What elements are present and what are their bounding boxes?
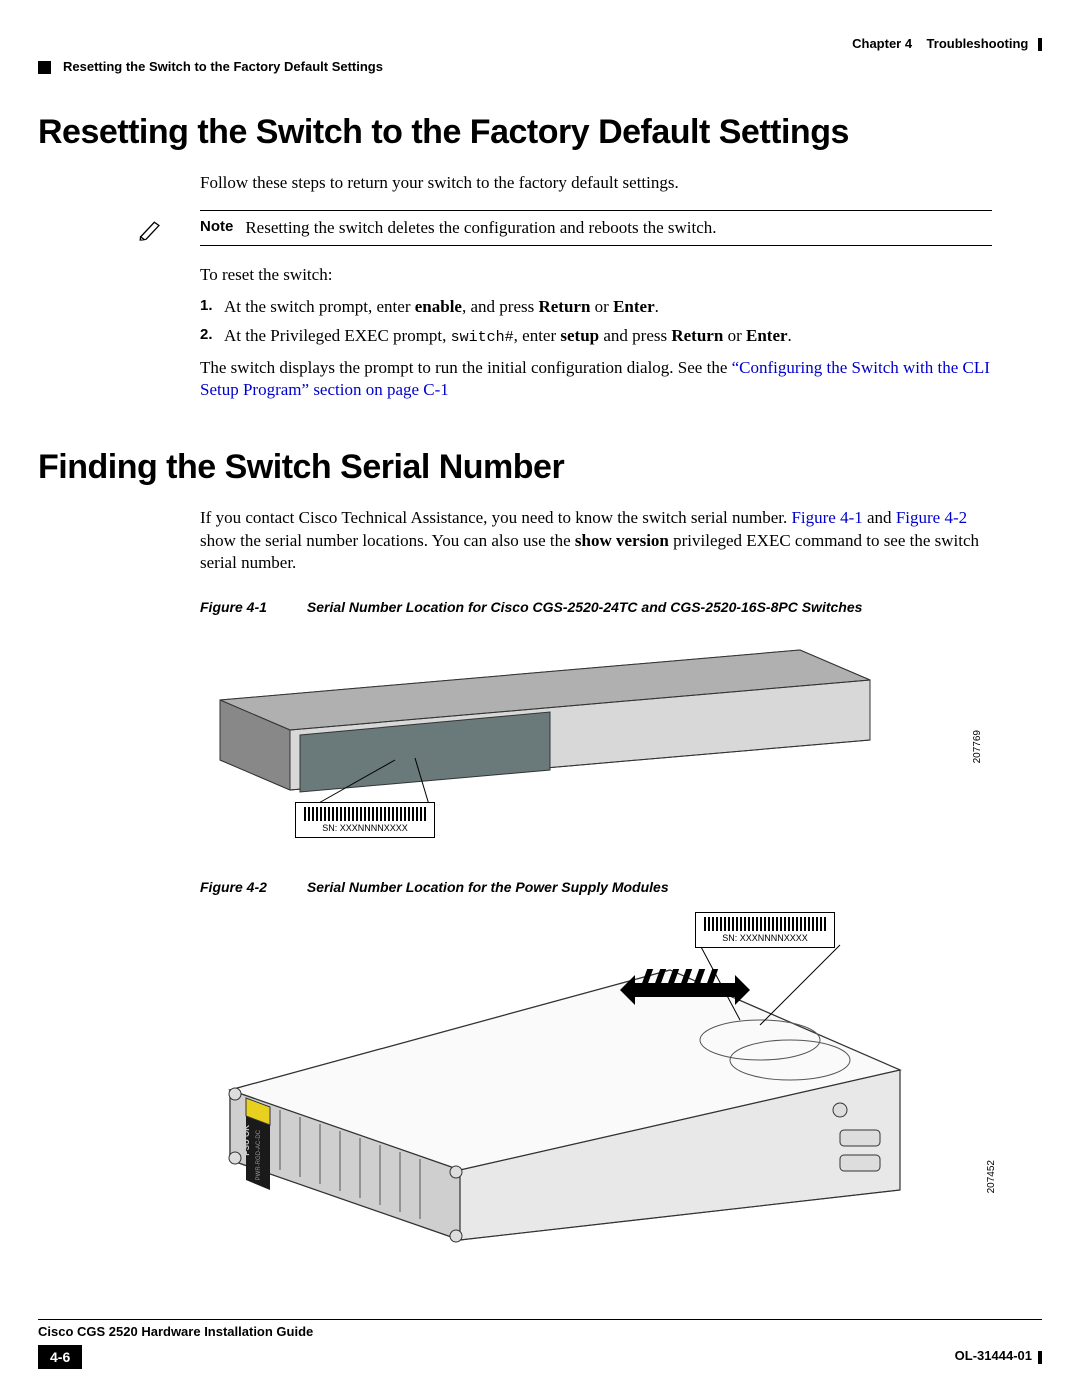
header-chapter: Chapter 4 Troubleshooting	[38, 36, 1042, 53]
after-steps: The switch displays the prompt to run th…	[200, 357, 992, 401]
serial-number-label-1: SN: XXXNNNNXXXX	[295, 802, 435, 838]
barcode-icon	[304, 807, 426, 821]
heading-reset: Resetting the Switch to the Factory Defa…	[38, 110, 992, 154]
section-name: Resetting the Switch to the Factory Defa…	[63, 59, 383, 74]
figure-4-2-image: SN: XXXNNNNXXXX PSU OK PWR-RGD-AC-DC 207…	[200, 910, 992, 1256]
note-text: Resetting the switch deletes the configu…	[245, 217, 716, 239]
figure-number-2: 207452	[985, 1160, 998, 1193]
footer-guide-title: Cisco CGS 2520 Hardware Installation Gui…	[38, 1324, 1042, 1341]
figure-title: Serial Number Location for Cisco CGS-252…	[307, 599, 863, 615]
serial-intro: If you contact Cisco Technical Assistanc…	[200, 507, 992, 573]
reset-steps: At the switch prompt, enter enable, and …	[224, 296, 992, 347]
figure-title: Serial Number Location for the Power Sup…	[307, 879, 669, 895]
figure-4-1-caption: Figure 4-1 Serial Number Location for Cis…	[200, 596, 992, 618]
note-pencil-icon	[136, 216, 167, 249]
document-id: OL-31444-01	[955, 1348, 1042, 1365]
note-block: Note Resetting the switch deletes the co…	[138, 210, 992, 246]
figure-label: Figure 4-2	[200, 879, 267, 895]
page-number: 4-6	[38, 1345, 82, 1369]
link-figure-4-1[interactable]: Figure 4-1	[791, 508, 862, 527]
serial-number-label-2: SN: XXXNNNNXXXX	[695, 912, 835, 948]
page-footer: Cisco CGS 2520 Hardware Installation Gui…	[38, 1319, 1042, 1369]
figure-label: Figure 4-1	[200, 599, 267, 615]
step-2: At the Privileged EXEC prompt, switch#, …	[224, 325, 992, 348]
link-figure-4-2[interactable]: Figure 4-2	[896, 508, 967, 527]
step-1: At the switch prompt, enter enable, and …	[224, 296, 992, 318]
note-label: Note	[200, 217, 233, 239]
page-header: Chapter 4 Troubleshooting Resetting the …	[38, 36, 1042, 76]
reset-lead: To reset the switch:	[200, 264, 992, 286]
heading-serial: Finding the Switch Serial Number	[38, 445, 992, 489]
intro-text: Follow these steps to return your switch…	[200, 172, 992, 194]
header-section: Resetting the Switch to the Factory Defa…	[38, 59, 1042, 76]
figure-4-2-caption: Figure 4-2 Serial Number Location for the…	[200, 876, 992, 898]
header-square-icon	[38, 61, 51, 74]
chapter-title: Troubleshooting	[927, 36, 1029, 51]
header-bar-icon	[1038, 38, 1042, 51]
figure-4-1-image: SN: XXXNNNNXXXX 207769	[200, 630, 992, 846]
footer-bar-icon	[1038, 1351, 1042, 1364]
figure-number-1: 207769	[971, 730, 984, 763]
chapter-label: Chapter 4	[852, 36, 912, 51]
psu-ok-label: PSU OK	[242, 1125, 252, 1156]
page-content: Resetting the Switch to the Factory Defa…	[38, 110, 992, 1256]
barcode-icon	[704, 917, 826, 931]
psu-model-label: PWR-RGD-AC-DC	[256, 1130, 264, 1180]
